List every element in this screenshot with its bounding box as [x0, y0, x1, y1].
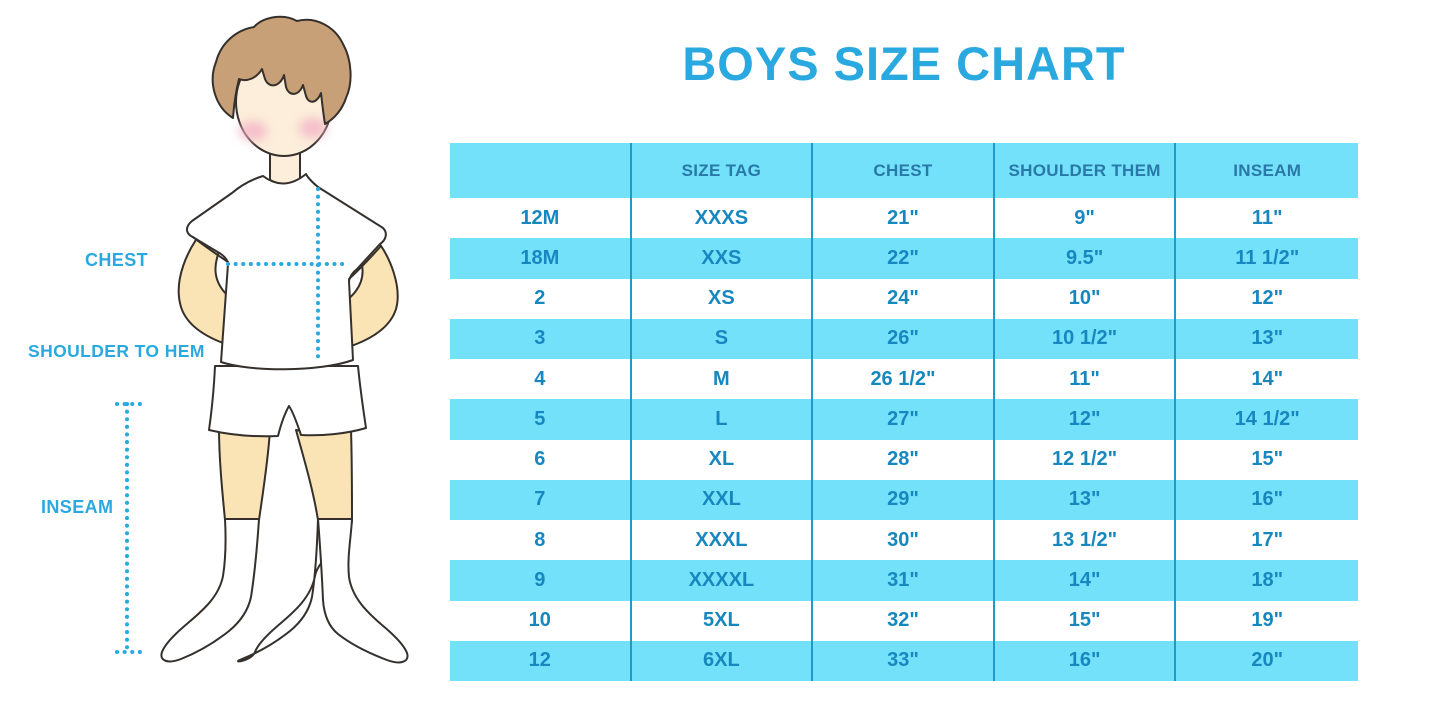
table-cell: 9: [450, 560, 632, 601]
table-cell: 19": [1176, 600, 1358, 641]
table-cell: 13 1/2": [994, 520, 1177, 561]
boy-hair: [211, 15, 352, 125]
table-cell: 11": [1176, 198, 1358, 239]
table-cell: 3: [450, 318, 632, 359]
table-cell: 13": [994, 479, 1177, 520]
column-header: INSEAM: [1176, 143, 1358, 198]
table-cell: 12": [994, 399, 1177, 440]
inseam-label: INSEAM: [41, 497, 114, 517]
table-cell: XXS: [631, 238, 814, 279]
table-cell: M: [631, 359, 814, 400]
table-cell: 10: [450, 600, 632, 641]
table-cell: 16": [1176, 479, 1358, 520]
table-cell: 6XL: [631, 640, 814, 681]
table-cell: XXL: [631, 479, 814, 520]
table-cell: 14": [1176, 359, 1358, 400]
table-cell: 15": [1176, 439, 1358, 480]
table-cell: 30": [813, 520, 995, 561]
table-cell: 13": [1176, 318, 1358, 359]
table-cell: 9.5": [994, 238, 1177, 279]
table-cell: 32": [813, 600, 995, 641]
table-cell: 10 1/2": [994, 318, 1177, 359]
table-cell: XS: [631, 278, 814, 319]
table-cell: 12: [450, 640, 632, 681]
table-cell: 10": [994, 278, 1177, 319]
table-cell: XXXL: [631, 520, 814, 561]
table-cell: 8: [450, 520, 632, 561]
table-cell: 18M: [450, 238, 632, 279]
table-cell: 2: [450, 278, 632, 319]
table-cell: XXXS: [631, 198, 814, 239]
table-cell: L: [631, 399, 814, 440]
table-cell: XXXXL: [631, 560, 814, 601]
column-header: CHEST: [813, 143, 995, 198]
boy-socks: [160, 518, 409, 664]
table-cell: 11 1/2": [1176, 238, 1358, 279]
table-cell: 6: [450, 439, 632, 480]
chest-label: CHEST: [85, 250, 149, 270]
table-cell: 11": [994, 359, 1177, 400]
table-cell: 17": [1176, 520, 1358, 561]
table-cell: 28": [813, 439, 995, 480]
table-cell: 27": [813, 399, 995, 440]
table-cell: 33": [813, 640, 995, 681]
table-cell: 18": [1176, 560, 1358, 601]
boy-legs: [218, 427, 353, 521]
table-cell: 12": [1176, 278, 1358, 319]
boy-shirt: [186, 173, 387, 371]
table-cell: 5: [450, 399, 632, 440]
table-cell: 29": [813, 479, 995, 520]
table-cell: 5XL: [631, 600, 814, 641]
size-table: SIZE TAG CHEST SHOULDER THEM INSEAM 12M XXXS 2…: [450, 143, 1358, 681]
table-cell: 26": [813, 318, 995, 359]
table-cell: 12 1/2": [994, 439, 1177, 480]
left-cheek: [239, 121, 267, 141]
shoulder-to-hem-label: SHOULDER TO HEM: [28, 341, 205, 361]
table-cell: 20": [1176, 640, 1358, 681]
table-cell: 31": [813, 560, 995, 601]
table-cell: S: [631, 318, 814, 359]
table-cell: XL: [631, 439, 814, 480]
column-header: SHOULDER THEM: [994, 143, 1177, 198]
table-cell: 22": [813, 238, 995, 279]
right-cheek: [299, 118, 327, 138]
table-cell: 21": [813, 198, 995, 239]
page-title: BOYS SIZE CHART: [682, 37, 1126, 90]
table-cell: 14 1/2": [1176, 399, 1358, 440]
table-cell: 4: [450, 359, 632, 400]
table-cell: 15": [994, 600, 1177, 641]
table-cell: 12M: [450, 198, 632, 239]
table-cell: 24": [813, 278, 995, 319]
table-cell: 26 1/2": [813, 359, 995, 400]
table-cell: 16": [994, 640, 1177, 681]
column-header: [450, 143, 632, 198]
table-cell: 9": [994, 198, 1177, 239]
table-cell: 14": [994, 560, 1177, 601]
column-header: SIZE TAG: [631, 143, 814, 198]
table-cell: 7: [450, 479, 632, 520]
boy-shorts: [208, 365, 367, 438]
boy-illustration: [115, 15, 409, 664]
measurement-lines: [115, 187, 346, 654]
